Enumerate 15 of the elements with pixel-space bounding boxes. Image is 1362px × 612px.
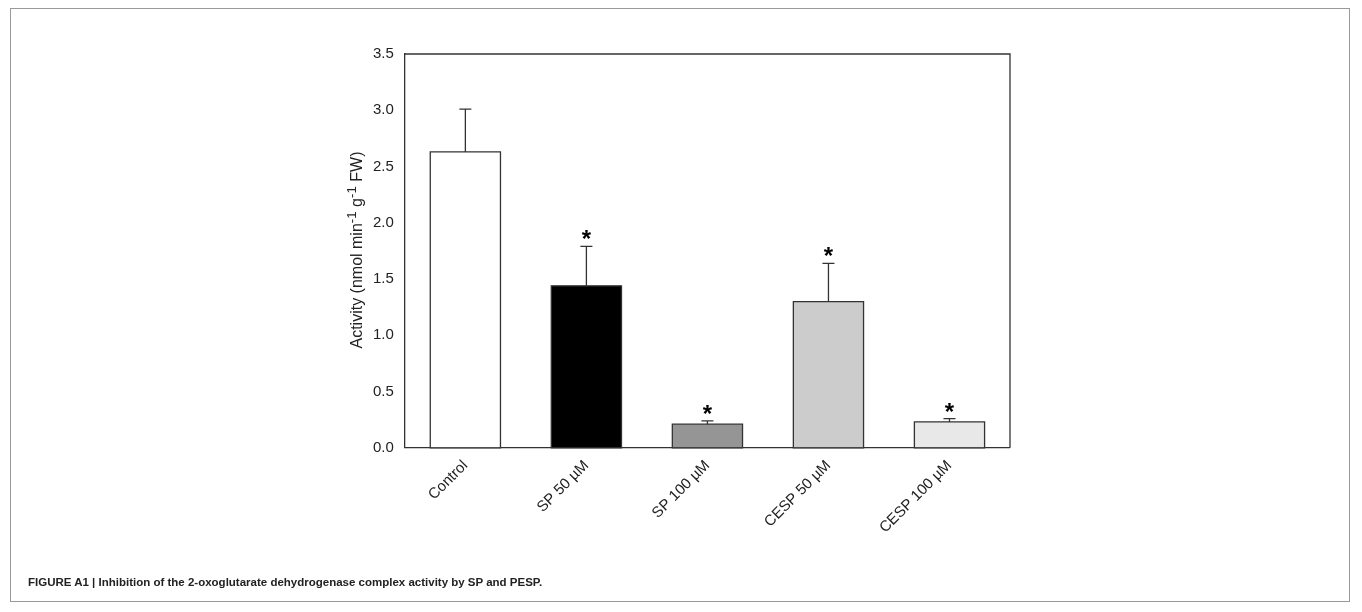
annotation: * bbox=[702, 399, 713, 427]
y-tick-label: 3.0 bbox=[372, 100, 394, 118]
x-tick-label: SP 50 µM bbox=[532, 456, 592, 515]
y-tick-label: 0.0 bbox=[372, 437, 394, 455]
y-tick-label: 2.5 bbox=[372, 156, 394, 174]
annotation: * bbox=[823, 242, 834, 270]
y-tick-label: 0.5 bbox=[372, 381, 394, 399]
x-tick-label: SP 100 µM bbox=[647, 456, 713, 521]
y-tick-label: 1.5 bbox=[372, 269, 394, 287]
y-tick-label: 3.5 bbox=[372, 44, 394, 62]
annotation: * bbox=[944, 397, 955, 425]
y-tick-label: 2.0 bbox=[372, 212, 394, 230]
y-tick-label: 1.0 bbox=[372, 325, 394, 343]
text: FIGURE A1 | Inhibition of the 2-oxoglutarate dehydrogenase complex activity by SP and PESP. bbox=[28, 576, 543, 588]
annotation: * bbox=[581, 225, 592, 253]
